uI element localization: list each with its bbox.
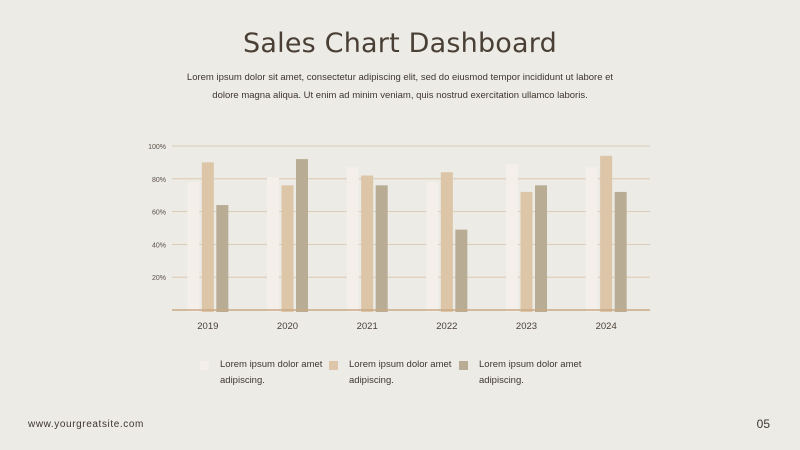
y-tick-label: 100% xyxy=(148,144,166,151)
x-tick-label: 2023 xyxy=(516,321,537,332)
bar-2022-series-3 xyxy=(455,229,468,312)
x-axis-labels: 2019 2020 2021 2022 2023 2024 xyxy=(197,321,616,332)
legend-label-2: Lorem ipsum dolor amet adipiscing. xyxy=(349,359,452,386)
y-tick-label: 60% xyxy=(152,210,166,217)
legend-label-3: Lorem ipsum dolor amet adipiscing. xyxy=(479,359,582,386)
bar-2020-series-2 xyxy=(281,185,294,312)
legend-swatch-3 xyxy=(459,361,468,370)
bar-2023-series-3 xyxy=(535,185,547,312)
legend-label-1: Lorem ipsum dolor amet adipiscing. xyxy=(220,359,323,386)
x-tick-label: 2024 xyxy=(596,321,617,332)
bar-2023-series-2 xyxy=(520,191,533,312)
y-tick-label: 40% xyxy=(152,242,166,249)
bar-2019-series-2 xyxy=(201,162,214,312)
x-tick-label: 2022 xyxy=(436,321,457,332)
x-tick-label: 2020 xyxy=(277,321,298,332)
bar-2024-series-1 xyxy=(585,167,598,312)
legend-swatch-1 xyxy=(200,361,209,370)
y-axis-labels: 20% 40% 60% 80% 100% xyxy=(148,144,166,282)
bar-2019-series-3 xyxy=(216,205,229,312)
bar-2021-series-3 xyxy=(375,185,388,312)
bar-2021-series-1 xyxy=(346,167,359,312)
bars xyxy=(172,155,650,312)
bar-2024-series-3 xyxy=(614,191,627,312)
page-number: 05 xyxy=(756,417,770,431)
bar-2024-series-2 xyxy=(600,155,613,312)
bar-2021-series-2 xyxy=(361,175,374,312)
x-tick-label: 2019 xyxy=(197,321,218,332)
gridlines xyxy=(172,145,650,278)
bar-2020-series-1 xyxy=(267,177,279,312)
website-link[interactable]: www.yourgreatsite.com xyxy=(28,419,144,430)
bar-2023-series-1 xyxy=(506,164,518,312)
chart-subtitle: Lorem ipsum dolor sit amet, consectetur … xyxy=(186,72,614,101)
bar-2022-series-1 xyxy=(426,182,439,312)
bar-2022-series-2 xyxy=(440,172,453,312)
y-tick-label: 80% xyxy=(152,177,166,184)
bar-2019-series-1 xyxy=(187,182,200,312)
bar-2020-series-3 xyxy=(296,159,308,312)
x-tick-label: 2021 xyxy=(357,321,378,332)
legend-swatch-2 xyxy=(329,361,338,370)
y-tick-label: 20% xyxy=(152,275,166,282)
chart-title: Sales Chart Dashboard xyxy=(243,28,557,59)
